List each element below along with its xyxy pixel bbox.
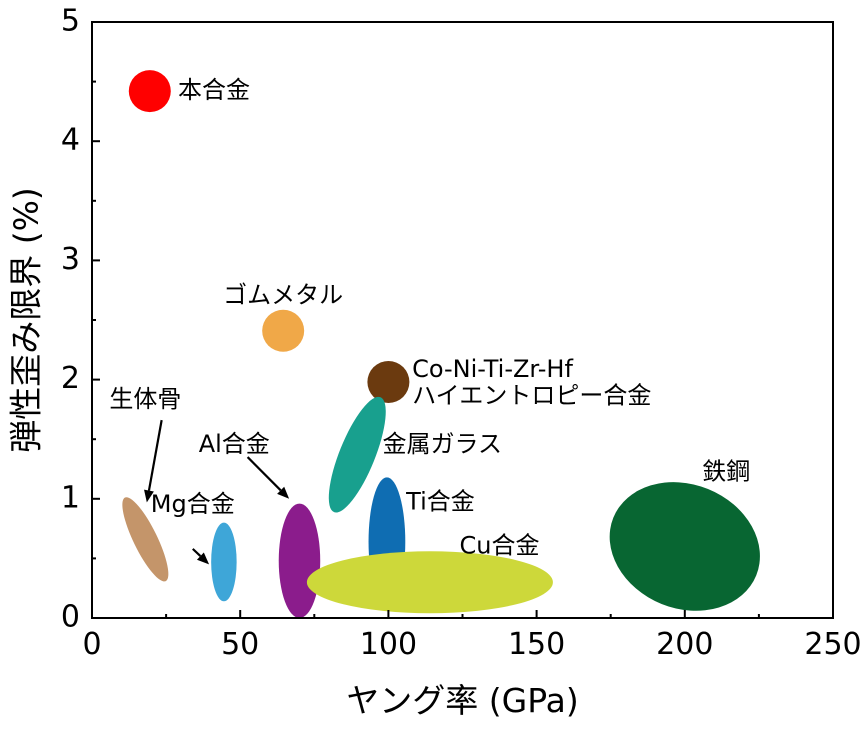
annotation-6: Al合金 xyxy=(199,430,270,458)
x-tick-label-150: 150 xyxy=(508,627,565,662)
region-0-本合金 xyxy=(128,70,171,113)
x-tick-label-50: 50 xyxy=(221,627,259,662)
x-tick-label-0: 0 xyxy=(82,627,101,662)
annotation-4: 金属ガラス xyxy=(382,430,502,458)
annotation-7: Mg合金 xyxy=(151,490,235,518)
annotation-8: Ti合金 xyxy=(405,487,475,515)
region-3-生体骨 xyxy=(122,497,169,582)
y-tick-label-4: 4 xyxy=(61,123,80,158)
arrow-1-shaft xyxy=(246,456,282,492)
arrow-1-head xyxy=(277,486,290,499)
y-axis-ticks: 0 1 2 3 4 5 xyxy=(61,4,100,635)
annotation-5: 生体骨 xyxy=(109,385,181,413)
y-tick-label-2: 2 xyxy=(61,361,80,396)
annotation-3: ハイエントロピー合金 xyxy=(412,381,651,409)
region-9-鉄鋼 xyxy=(609,482,760,611)
material-regions xyxy=(122,70,760,618)
region-5-Al合金 xyxy=(278,503,321,618)
arrow-2-shaft xyxy=(192,548,202,557)
x-axis-ticks: 0 50 100 150 200 250 xyxy=(82,610,862,662)
annotation-2: Co-Ni-Ti-Zr-Hf xyxy=(412,355,573,383)
y-tick-label-1: 1 xyxy=(61,480,80,515)
x-axis-title: ヤング率 (GPa) xyxy=(346,681,578,720)
annotation-1: ゴムメタル xyxy=(223,281,343,309)
x-tick-label-200: 200 xyxy=(656,627,713,662)
arrow-2-head xyxy=(196,552,210,565)
y-tick-label-0: 0 xyxy=(61,600,80,635)
region-8-Cu合金 xyxy=(306,551,553,614)
x-tick-label-250: 250 xyxy=(804,627,861,662)
arrow-0-head xyxy=(144,489,154,503)
annotation-arrows xyxy=(144,419,290,565)
region-6-金属ガラス xyxy=(328,396,386,513)
y-axis-title: 弾性歪み限界 (%) xyxy=(7,187,46,453)
y-tick-label-5: 5 xyxy=(61,4,80,39)
arrow-0-shaft xyxy=(147,419,163,491)
annotation-9: Cu合金 xyxy=(460,531,540,559)
region-2-Co-Ni-Ti-Zr-Hf-ハイエントロピー合金 xyxy=(367,360,410,403)
annotation-0: 本合金 xyxy=(178,76,250,104)
x-tick-label-100: 100 xyxy=(360,627,417,662)
y-tick-label-3: 3 xyxy=(61,242,80,277)
region-1-ゴムメタル xyxy=(262,309,305,352)
region-4-Mg合金 xyxy=(211,522,237,602)
annotation-10: 鉄鋼 xyxy=(702,458,750,486)
